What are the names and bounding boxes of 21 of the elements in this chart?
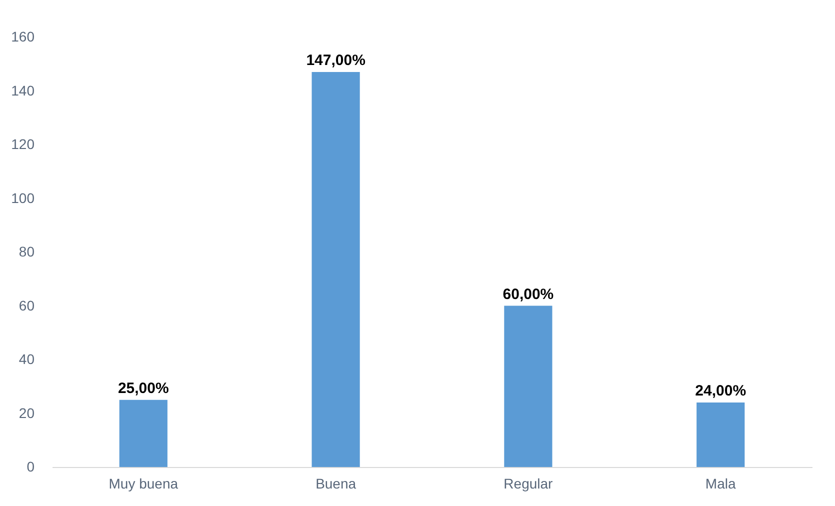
bar bbox=[696, 402, 745, 467]
data-label: 24,00% bbox=[695, 382, 746, 400]
y-tick-label: 120 bbox=[11, 136, 35, 152]
y-tick-label: 140 bbox=[11, 82, 35, 98]
y-tick-label: 40 bbox=[18, 351, 35, 367]
x-tick-label: Buena bbox=[316, 476, 356, 492]
x-tick-label: Muy buena bbox=[108, 476, 178, 492]
data-label: 147,00% bbox=[306, 52, 366, 69]
data-label: 60,00% bbox=[502, 286, 554, 303]
bar bbox=[119, 400, 168, 467]
x-tick-label: Mala bbox=[705, 476, 736, 492]
y-tick-label: 160 bbox=[11, 28, 35, 44]
bar bbox=[312, 72, 360, 467]
y-tick-label: 0 bbox=[26, 458, 35, 474]
y-tick-label: 80 bbox=[18, 244, 35, 260]
bar bbox=[504, 306, 552, 467]
data-label: 25,00% bbox=[118, 380, 169, 397]
x-tick-label: Regular bbox=[504, 476, 554, 492]
y-tick-label: 60 bbox=[18, 297, 35, 314]
y-tick-label: 100 bbox=[11, 190, 35, 206]
y-tick-label: 20 bbox=[18, 404, 35, 421]
